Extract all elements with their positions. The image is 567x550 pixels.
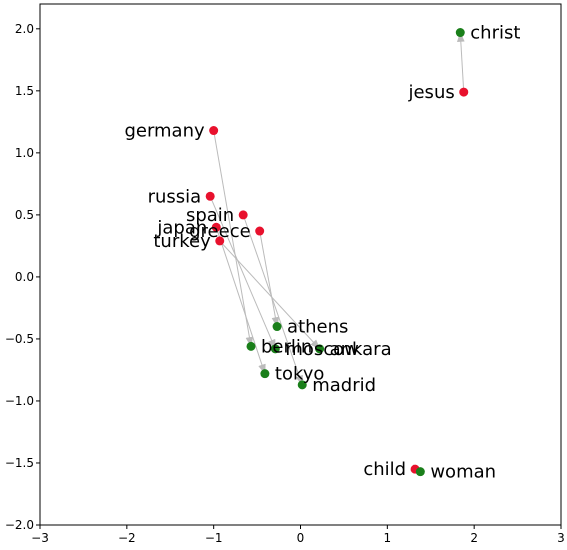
- source-point-germany: [209, 126, 219, 136]
- point-label-spain: spain: [186, 205, 234, 226]
- x-tick-label: −2: [118, 531, 136, 545]
- point-label-japan: japan: [156, 217, 207, 238]
- y-tick-label: 0.5: [15, 208, 34, 222]
- y-tick-label: 2.0: [15, 22, 34, 36]
- points-layer: [205, 28, 469, 477]
- target-point-moscow: [270, 344, 280, 354]
- y-axis: −2.0 −1.5 −1.0 −0.5 0.0 0.5 1.0 1.5 2.0: [5, 22, 40, 532]
- target-point-madrid: [297, 380, 307, 390]
- y-tick-label: 0.0: [15, 270, 34, 284]
- y-tick-label: 1.0: [15, 146, 34, 160]
- arrow-japan-to-tokyo: [215, 227, 266, 375]
- target-point-ankara: [315, 344, 325, 354]
- point-label-child: child: [363, 459, 406, 480]
- point-label-berlin: berlin: [261, 336, 312, 357]
- point-label-moscow: moscow: [285, 339, 359, 360]
- arrow-jesus-to-christ: [456, 31, 465, 93]
- point-label-madrid: madrid: [312, 375, 376, 396]
- source-point-turkey: [215, 236, 225, 246]
- y-tick-label: −1.5: [5, 456, 34, 470]
- target-point-tokyo: [260, 369, 270, 379]
- x-tick-label: −3: [31, 531, 49, 545]
- point-label-greece: greece: [189, 221, 251, 242]
- source-point-spain: [238, 210, 248, 220]
- arrow-greece-to-athens: [259, 230, 280, 328]
- x-tick-label: −1: [205, 531, 223, 545]
- x-tick-label: 3: [557, 531, 565, 545]
- point-label-jesus: jesus: [407, 82, 454, 103]
- source-point-jesus: [459, 87, 469, 97]
- target-point-woman: [415, 467, 425, 477]
- plot-frame: [39, 3, 562, 526]
- point-label-germany: germany: [124, 121, 205, 142]
- source-point-greece: [255, 226, 265, 236]
- y-tick-label: 1.5: [15, 84, 34, 98]
- source-point-japan: [211, 222, 221, 232]
- x-tick-label: 1: [384, 531, 392, 545]
- point-label-tokyo: tokyo: [275, 364, 325, 385]
- target-point-athens: [272, 322, 282, 332]
- point-label-christ: christ: [470, 23, 520, 44]
- y-tick-label: −1.0: [5, 394, 34, 408]
- point-label-ankara: ankara: [330, 339, 392, 360]
- point-label-russia: russia: [148, 186, 202, 207]
- y-tick-label: −2.0: [5, 518, 34, 532]
- x-tick-label: 2: [470, 531, 478, 545]
- target-point-christ: [455, 28, 465, 38]
- point-label-turkey: turkey: [153, 231, 211, 252]
- point-label-athens: athens: [287, 317, 348, 338]
- x-tick-label: 0: [297, 531, 305, 545]
- x-axis: −3 −2 −1 0 1 2 3: [31, 525, 565, 545]
- target-point-berlin: [246, 341, 256, 351]
- y-tick-label: −0.5: [5, 332, 34, 346]
- point-label-woman: woman: [430, 462, 496, 483]
- source-point-russia: [205, 191, 215, 201]
